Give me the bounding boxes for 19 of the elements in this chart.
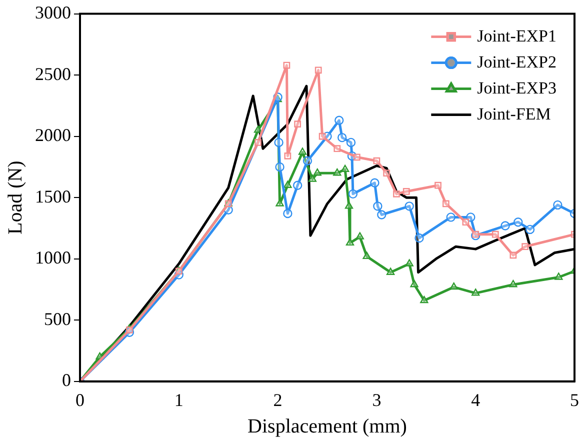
y-tick-label: 1000 xyxy=(35,248,71,268)
legend-label: Joint-EXP3 xyxy=(477,78,557,98)
y-tick-label: 2000 xyxy=(35,125,71,146)
x-tick-label: 5 xyxy=(570,390,579,410)
y-axis-title: Load (N) xyxy=(4,160,26,235)
legend-label: Joint-EXP1 xyxy=(477,26,557,46)
x-tick-label: 0 xyxy=(76,390,84,410)
legend-label: Joint-EXP2 xyxy=(477,52,557,72)
x-tick-label: 2 xyxy=(273,390,282,410)
y-tick-label: 3000 xyxy=(35,2,71,23)
x-tick-label: 1 xyxy=(174,390,184,410)
x-tick-label: 4 xyxy=(471,390,480,410)
y-tick-label: 500 xyxy=(44,308,71,329)
x-axis-title: Displacement (mm) xyxy=(248,415,407,438)
x-tick-label: 3 xyxy=(372,390,382,410)
y-tick-label: 0 xyxy=(62,370,71,390)
y-tick-label: 1500 xyxy=(35,186,71,206)
legend-label: Joint-FEM xyxy=(477,104,551,124)
y-tick-label: 2500 xyxy=(35,64,71,84)
